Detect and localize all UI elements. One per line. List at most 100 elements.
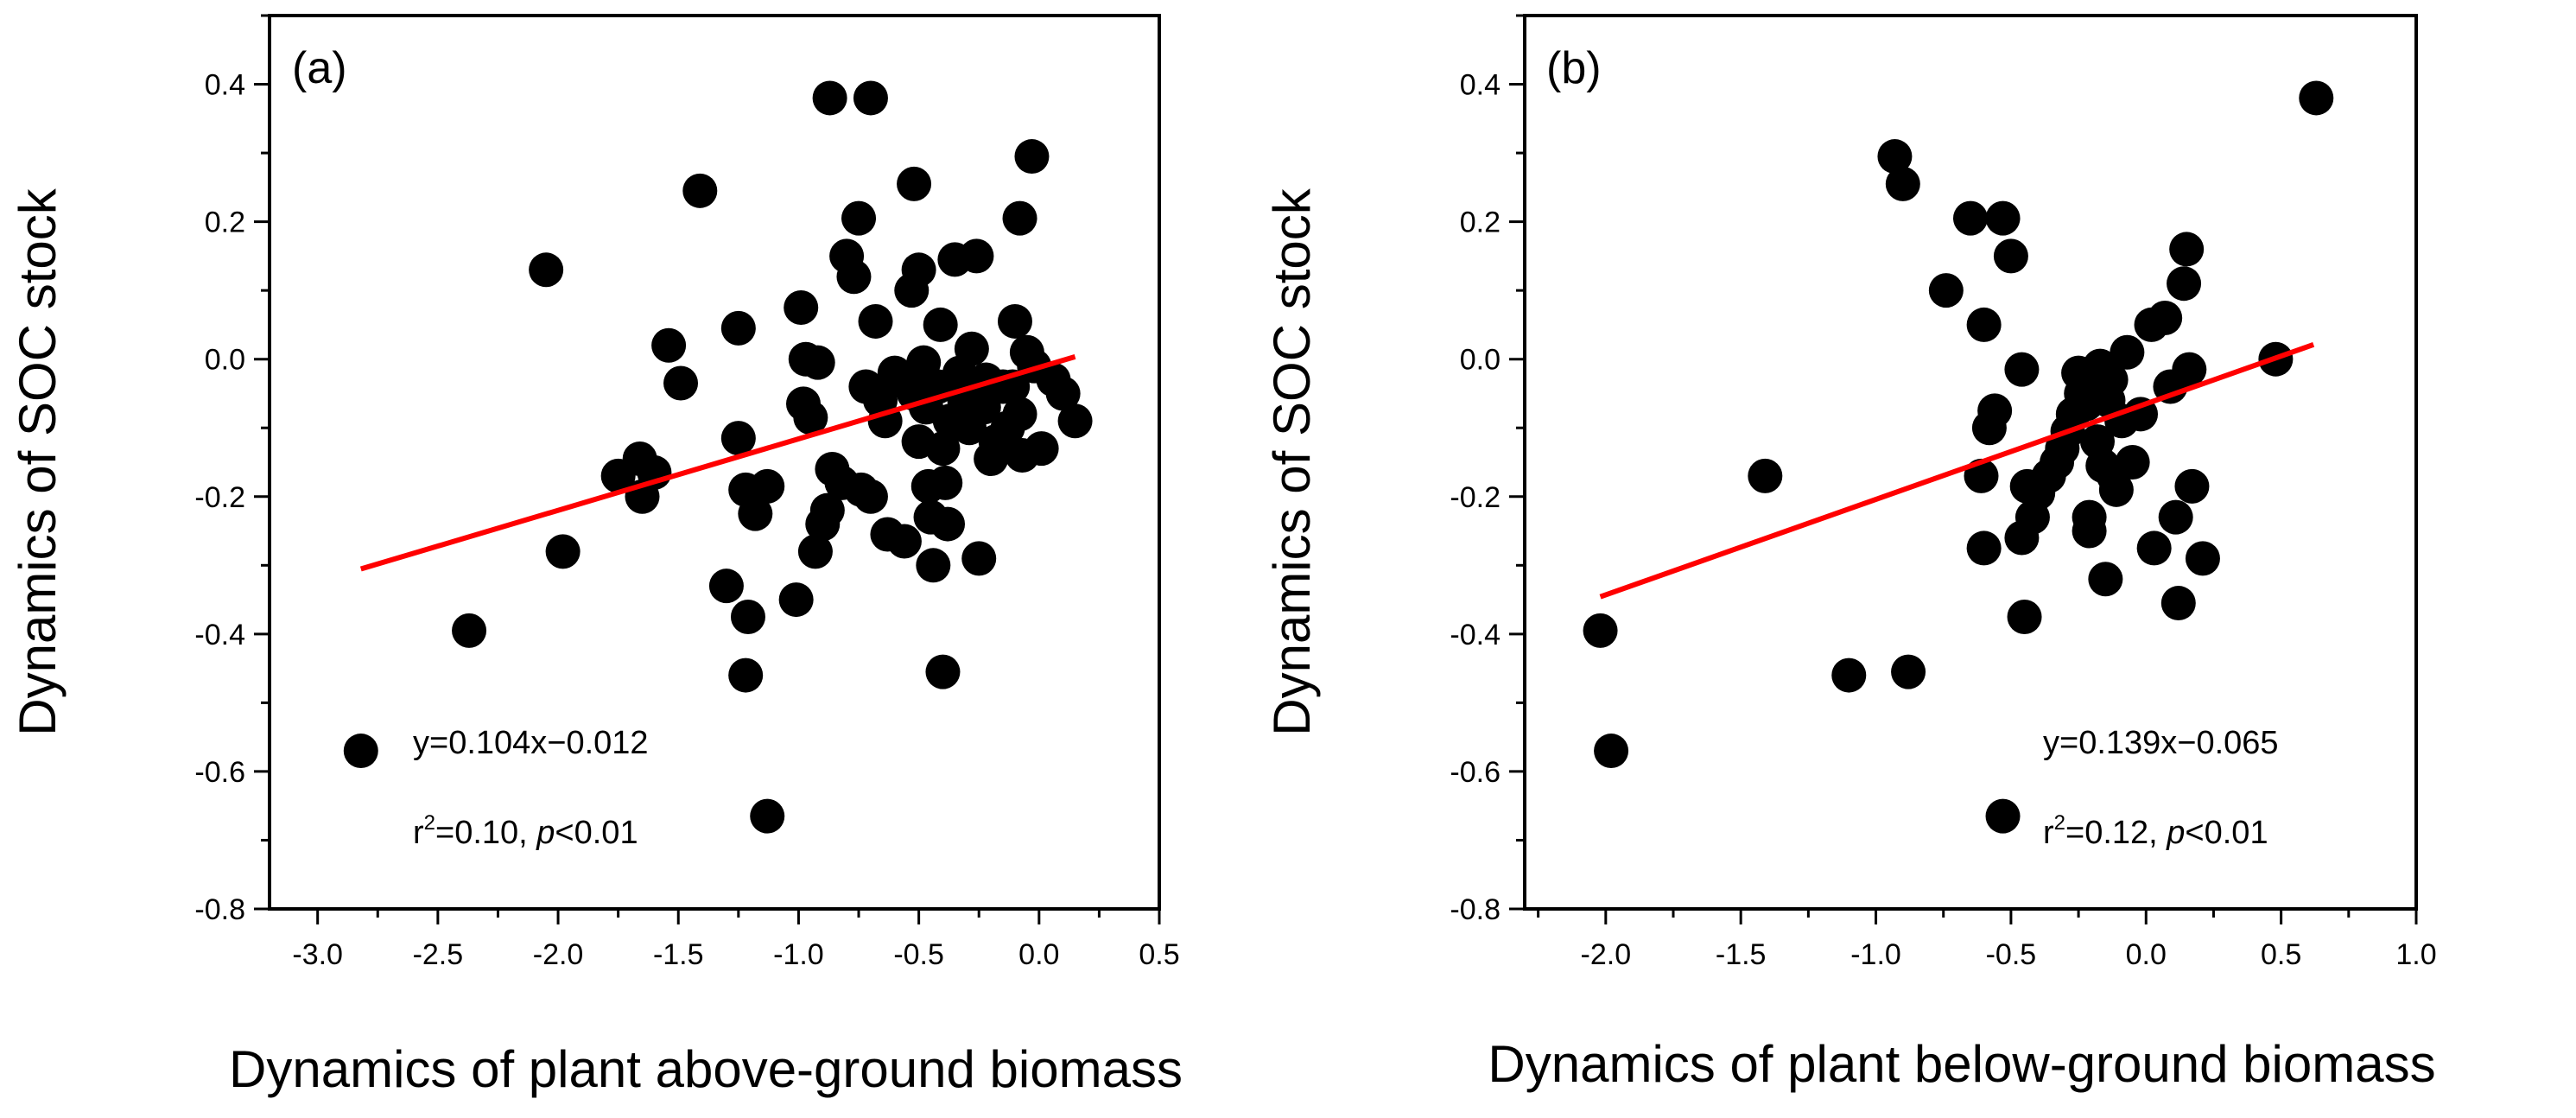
data-point — [720, 310, 756, 346]
data-points-a — [343, 80, 1093, 834]
data-point — [529, 252, 564, 288]
p-value: <0.01 — [555, 815, 638, 851]
regression-line-a — [359, 353, 1076, 572]
data-point — [1583, 613, 1618, 648]
panel-label-a: (a) — [292, 43, 347, 93]
x-tick-label-a: -1.5 — [653, 938, 704, 971]
data-point — [2123, 397, 2159, 432]
data-point — [959, 238, 994, 274]
x-tick-label-a: -2.5 — [413, 938, 464, 971]
r2-superscript: 2 — [424, 811, 435, 835]
data-point — [784, 290, 819, 326]
y-tick-label-a: -0.8 — [194, 893, 245, 926]
data-point — [853, 80, 888, 116]
x-tick-label-b: 0.5 — [2261, 938, 2301, 971]
data-point — [793, 400, 828, 435]
y-tick-label-a: -0.6 — [194, 756, 245, 789]
data-point — [925, 431, 961, 467]
r2-r: r — [413, 815, 424, 851]
data-point — [1024, 431, 1059, 467]
plot-frame-b — [1523, 14, 2418, 911]
data-point — [1891, 654, 1926, 689]
data-point — [1014, 139, 1050, 175]
data-point — [708, 569, 744, 604]
data-point — [2004, 352, 2040, 387]
y-tick-label-a: -0.4 — [194, 619, 245, 651]
data-point — [2098, 472, 2134, 507]
data-point — [2160, 586, 2196, 621]
data-point — [1953, 200, 1988, 236]
y-tick-label-a: 0.4 — [205, 69, 245, 102]
y-tick-label-b: 0.4 — [1460, 69, 1501, 102]
data-point — [2174, 468, 2210, 504]
data-point — [812, 80, 847, 116]
r2-superscript: 2 — [2054, 811, 2065, 835]
data-point — [1885, 166, 1920, 201]
regression-line-b — [1599, 342, 2315, 600]
r2-label-b: r2=0.12, p<0.01 — [2043, 811, 2268, 851]
data-point — [1002, 200, 1037, 236]
x-tick-label-a: -1.0 — [773, 938, 824, 971]
data-point — [2093, 362, 2129, 397]
panel-b: 0.4 0.2 0.0 -0.2 -0.4 -0.6 -0.8 -2.0 -1.5 -1.0 -0.… — [1263, 14, 2437, 1093]
data-point — [2167, 266, 2202, 302]
data-point — [2088, 562, 2123, 597]
equation-label-a: y=0.104x−0.012 — [413, 725, 649, 761]
data-point — [2158, 499, 2193, 535]
r2-r: r — [2043, 815, 2054, 851]
p-italic: p — [536, 815, 555, 851]
data-point — [997, 303, 1032, 339]
y-tick-label-a: 0.2 — [205, 206, 245, 239]
y-tick-label-a: 0.0 — [205, 344, 245, 377]
data-points-b — [1583, 80, 2334, 834]
data-point — [925, 654, 961, 689]
y-tick-label-b: -0.4 — [1450, 619, 1501, 651]
data-point — [1985, 200, 2021, 236]
data-point — [730, 599, 765, 634]
x-tick-label-b: -1.5 — [1716, 938, 1767, 971]
data-point — [1966, 307, 2002, 342]
data-point — [1928, 273, 1964, 308]
data-point — [853, 479, 888, 514]
x-tick-label-b: -2.0 — [1581, 938, 1632, 971]
y-tick-label-b: 0.0 — [1460, 344, 1501, 377]
y-tick-label-a: -0.2 — [194, 481, 245, 514]
y-axis-title-a: Dynamics of SOC stock — [9, 187, 67, 735]
data-point — [1057, 403, 1093, 439]
x-axis-title-b: Dynamics of plant below-ground biomass — [1488, 1035, 2435, 1093]
x-tick-label-b: -0.5 — [1986, 938, 2037, 971]
data-point — [2148, 300, 2183, 335]
data-point — [2136, 530, 2172, 566]
data-point — [452, 613, 487, 648]
data-point — [545, 534, 581, 569]
data-point — [2299, 80, 2334, 116]
data-point — [1045, 376, 1081, 411]
data-point — [797, 534, 833, 569]
data-point — [901, 252, 936, 288]
data-point — [886, 524, 922, 559]
data-point — [928, 465, 963, 500]
p-italic: p — [2166, 815, 2185, 851]
data-point — [923, 307, 958, 342]
data-point — [961, 541, 997, 576]
r2-value: =0.10, — [435, 815, 536, 851]
data-point — [930, 506, 966, 542]
data-point — [728, 657, 764, 693]
plot-frame-a — [268, 14, 1161, 911]
panel-label-b: (b) — [1546, 43, 1602, 93]
x-tick-label-b: -1.0 — [1850, 938, 1901, 971]
data-point — [1993, 238, 2028, 274]
data-point — [1831, 657, 1867, 693]
equation-label-b: y=0.139x−0.065 — [2043, 725, 2279, 761]
data-point — [800, 345, 835, 380]
p-value: <0.01 — [2185, 815, 2268, 851]
y-tick-label-b: -0.6 — [1450, 756, 1501, 789]
x-axis-title-a: Dynamics of plant above-ground biomass — [229, 1040, 1183, 1098]
x-tick-label-a: -3.0 — [292, 938, 343, 971]
r2-label-a: r2=0.10, p<0.01 — [413, 811, 638, 851]
data-point — [2172, 352, 2207, 387]
data-point — [1748, 458, 1783, 493]
y-axis-title-b: Dynamics of SOC stock — [1263, 187, 1321, 735]
data-point — [343, 734, 378, 769]
